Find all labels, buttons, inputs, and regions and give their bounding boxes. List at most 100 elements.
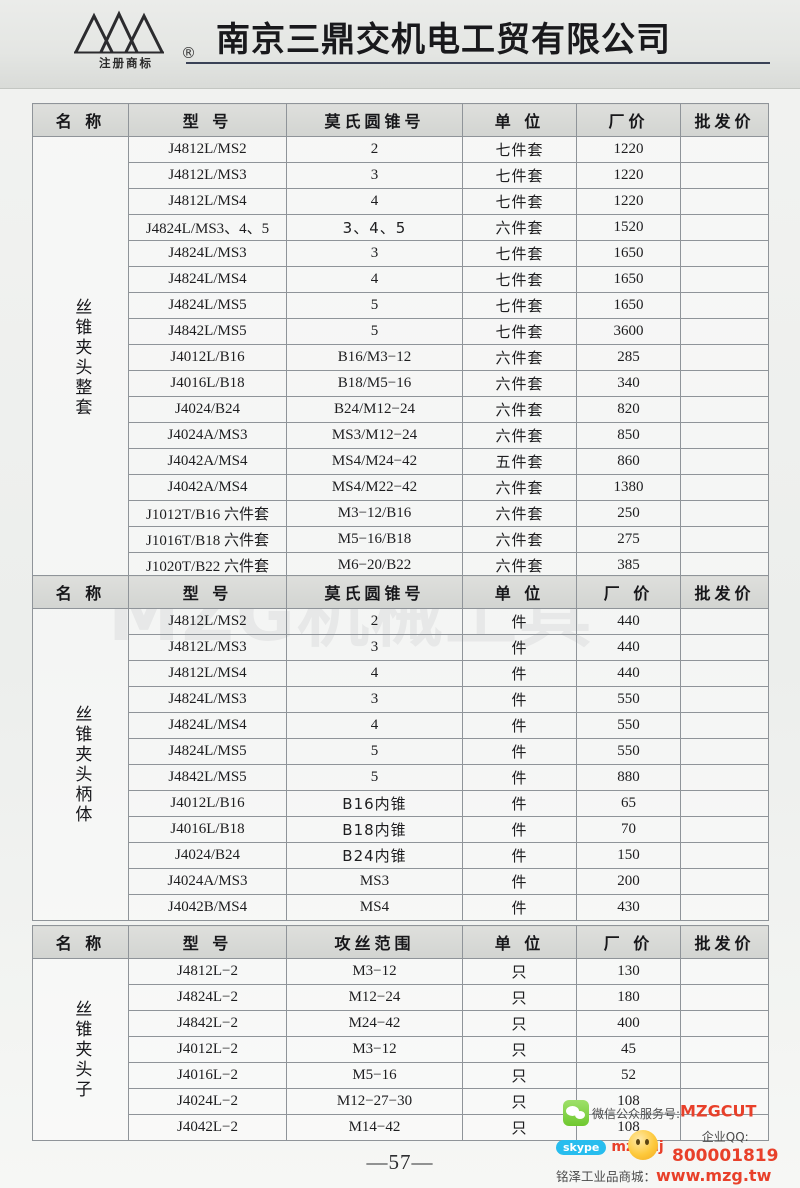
table-row: J1012T/B16 六件套 M3−12/B16 六件套 250: [33, 500, 769, 527]
table-row: J4042L−2 M14−42 只 108: [33, 1114, 769, 1141]
unit-cell: 七件套: [462, 240, 577, 267]
spec-cell: 5: [286, 764, 463, 791]
unit-cell: 件: [462, 842, 577, 869]
th-name: 名 称: [32, 575, 129, 609]
spec-cell: M3−12/B16: [286, 500, 463, 527]
unit-cell: 七件套: [462, 292, 577, 319]
th-wholesale: 批发价: [680, 925, 769, 959]
price-cell: 440: [576, 608, 681, 635]
table-row: J4824L/MS5 5 七件套 1650: [33, 292, 769, 319]
spec-cell: MS4/M24−42: [286, 448, 463, 475]
th-price: 厂 价: [576, 925, 681, 959]
price-cell: 385: [576, 552, 681, 579]
wholesale-cell: [680, 660, 769, 687]
spec-cell: M3−12: [286, 1036, 463, 1063]
price-cell: 440: [576, 634, 681, 661]
unit-cell: 六件套: [462, 422, 577, 449]
price-cell: 285: [576, 344, 681, 371]
wholesale-cell: [680, 266, 769, 293]
th-wholesale: 批发价: [680, 103, 769, 137]
table-row: J4024/B24 B24/M12−24 六件套 820: [33, 396, 769, 423]
model-cell: J1020T/B22 六件套: [128, 552, 287, 579]
unit-cell: 六件套: [462, 344, 577, 371]
unit-cell: 件: [462, 868, 577, 895]
spec-cell: B16内锥: [286, 790, 463, 817]
group-label: 丝锥夹头柄体: [71, 704, 92, 825]
model-cell: J4824L/MS4: [128, 266, 287, 293]
spec-cell: 5: [286, 738, 463, 765]
wholesale-cell: [680, 894, 769, 921]
model-cell: J4024L−2: [128, 1088, 287, 1115]
model-cell: J4042A/MS4: [128, 474, 287, 501]
unit-cell: 只: [462, 958, 577, 985]
table-row: J4016L/B18 B18/M5−16 六件套 340: [33, 370, 769, 397]
title-divider: [186, 62, 770, 64]
table-body: 丝锥夹头柄体 J4812L/MS2 2 件 440 J4812L/MS3 3 件 440 J481…: [32, 608, 769, 921]
table-row: J4842L/MS5 5 件 880: [33, 764, 769, 791]
spec-cell: MS4: [286, 894, 463, 921]
price-cell: 130: [576, 958, 681, 985]
model-cell: J1012T/B16 六件套: [128, 500, 287, 527]
table-row: J4016L/B18 B18内锥件 70: [33, 816, 769, 843]
wholesale-cell: [680, 1114, 769, 1141]
model-cell: J4812L/MS2: [128, 136, 287, 163]
spec-cell: B24内锥: [286, 842, 463, 869]
th-model: 型 号: [128, 103, 287, 137]
model-cell: J4024/B24: [128, 396, 287, 423]
model-cell: J4824L/MS4: [128, 712, 287, 739]
price-cell: 850: [576, 422, 681, 449]
th-wholesale: 批发价: [680, 575, 769, 609]
table-row: J4012L/B16 B16/M3−12 六件套 285: [33, 344, 769, 371]
model-cell: J1016T/B18 六件套: [128, 526, 287, 553]
model-cell: J4016L−2: [128, 1062, 287, 1089]
spec-cell: 4: [286, 188, 463, 215]
table-row: J4824L/MS5 5 件 550: [33, 738, 769, 765]
spec-cell: B24/M12−24: [286, 396, 463, 423]
price-cell: 1650: [576, 292, 681, 319]
wholesale-cell: [680, 790, 769, 817]
spec-cell: 5: [286, 318, 463, 345]
price-cell: 108: [576, 1088, 681, 1115]
model-cell: J4824L−2: [128, 984, 287, 1011]
model-cell: J4812L/MS3: [128, 634, 287, 661]
wholesale-cell: [680, 474, 769, 501]
th-price: 厂 价: [576, 575, 681, 609]
wholesale-cell: [680, 764, 769, 791]
spec-cell: MS3: [286, 868, 463, 895]
model-cell: J4812L/MS2: [128, 608, 287, 635]
model-cell: J4012L/B16: [128, 790, 287, 817]
price-table-tap-holder-shanks: 名 称 型 号 莫氏圆锥号 单 位 厂 价 批发价 丝锥夹头柄体 J4812L/M…: [32, 575, 769, 921]
wholesale-cell: [680, 240, 769, 267]
model-cell: J4824L/MS3: [128, 240, 287, 267]
price-cell: 3600: [576, 318, 681, 345]
wholesale-cell: [680, 292, 769, 319]
spec-cell: M24−42: [286, 1010, 463, 1037]
price-cell: 52: [576, 1062, 681, 1089]
th-unit: 单 位: [462, 575, 577, 609]
model-cell: J4012L−2: [128, 1036, 287, 1063]
table-row: J1020T/B22 六件套 M6−20/B22 六件套 385: [33, 552, 769, 579]
unit-cell: 件: [462, 634, 577, 661]
wholesale-cell: [680, 500, 769, 527]
table-row: J4012L/B16 B16内锥件 65: [33, 790, 769, 817]
th-name: 名 称: [32, 925, 129, 959]
model-cell: J4042A/MS4: [128, 448, 287, 475]
unit-cell: 件: [462, 738, 577, 765]
price-cell: 275: [576, 526, 681, 553]
group-label-cell: 丝锥夹头整套: [32, 136, 129, 579]
unit-cell: 只: [462, 1114, 577, 1141]
table-header-row: 名 称 型 号 莫氏圆锥号 单 位 厂价 批发价: [32, 103, 769, 137]
unit-cell: 件: [462, 608, 577, 635]
model-cell: J4012L/B16: [128, 344, 287, 371]
price-cell: 150: [576, 842, 681, 869]
group-label-cell: 丝锥夹头柄体: [32, 608, 129, 921]
wholesale-cell: [680, 958, 769, 985]
price-cell: 180: [576, 984, 681, 1011]
price-cell: 440: [576, 660, 681, 687]
unit-cell: 六件套: [462, 370, 577, 397]
unit-cell: 六件套: [462, 214, 577, 241]
th-spec: 攻丝范围: [286, 925, 463, 959]
table-row: J4812L/MS4 4 件 440: [33, 660, 769, 687]
wholesale-cell: [680, 396, 769, 423]
unit-cell: 只: [462, 984, 577, 1011]
